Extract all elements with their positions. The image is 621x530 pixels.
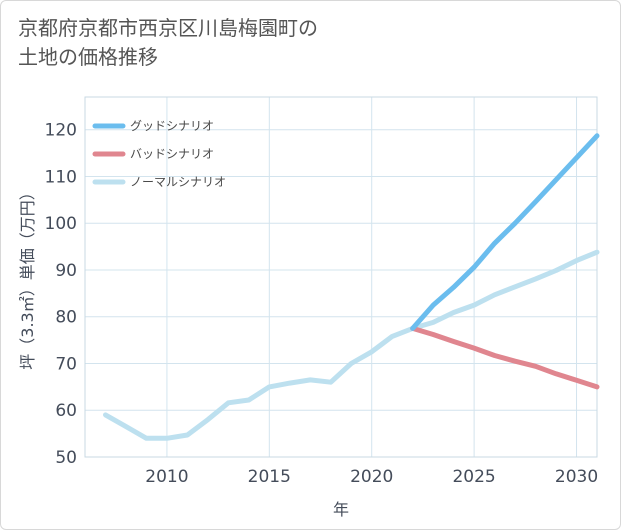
chart-title: 京都府京都市西京区川島梅園町の 土地の価格推移: [18, 16, 318, 69]
tick-labels: 50 60 70 80 90 100 110 120 2010 2015 2020 2025 2030: [45, 121, 599, 487]
x-tick-label: 2015: [248, 467, 291, 487]
legend-label-1: バッドシナリオ: [130, 147, 214, 161]
y-axis-label: 坪（3.3㎡）単価（万円）: [18, 184, 37, 369]
series-line-0: [410, 133, 600, 331]
x-tick-label: 2010: [145, 467, 188, 487]
y-tick-label: 90: [55, 261, 77, 281]
plot-border: [84, 96, 598, 458]
x-tick-label: 2025: [452, 467, 495, 487]
y-tick-label: 60: [55, 401, 77, 421]
x-axis-label: 年: [333, 500, 349, 519]
series-lines: [103, 133, 600, 441]
series-line-1: [410, 325, 600, 390]
legend-label-0: グッドシナリオ: [130, 119, 214, 133]
y-tick-label: 120: [45, 121, 77, 141]
y-tick-label: 100: [45, 214, 77, 234]
grid-lines: [84, 96, 598, 458]
legend-label-2: ノーマルシナリオ: [130, 175, 226, 189]
y-tick-label: 110: [45, 167, 77, 187]
y-tick-label: 50: [55, 448, 77, 468]
series-line-2: [103, 249, 600, 441]
x-tick-label: 2030: [555, 467, 598, 487]
x-tick-label: 2020: [350, 467, 393, 487]
y-tick-label: 70: [55, 354, 77, 374]
y-tick-label: 80: [55, 308, 77, 328]
